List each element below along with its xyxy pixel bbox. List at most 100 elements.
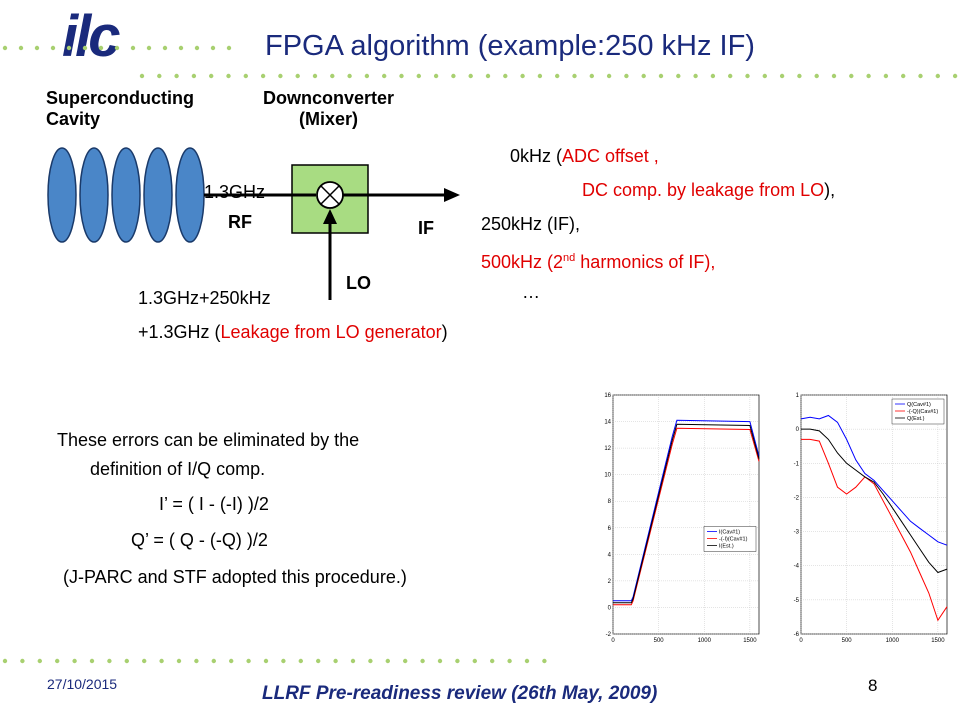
component-line-5: …	[522, 282, 540, 302]
deco-dot	[50, 45, 56, 51]
x-tick-label: 1500	[743, 638, 757, 644]
component-harmonics: harmonics of IF),	[575, 252, 716, 272]
deco-dot	[226, 73, 231, 79]
top-dot-rows	[2, 45, 958, 79]
deco-dot	[210, 45, 216, 51]
series-line	[801, 438, 948, 622]
y-tick-label: 6	[608, 526, 612, 532]
deco-dot	[146, 45, 152, 51]
deco-dot	[124, 658, 129, 664]
legend-entry: I(Cav#1)	[719, 529, 740, 535]
component-line-1: 0kHz (ADC offset ,	[510, 145, 659, 167]
deco-dot	[281, 658, 286, 664]
deco-dot	[211, 658, 216, 664]
deco-dot	[89, 658, 95, 664]
deco-dot	[263, 658, 269, 664]
component-dc-comp: DC comp. by leakage from LO	[582, 180, 825, 200]
deco-dot	[312, 73, 318, 79]
cavity-cell-2	[79, 147, 109, 243]
y-tick-label: -2	[606, 632, 612, 638]
deco-dot	[918, 73, 923, 79]
cavity-cell-3	[111, 147, 141, 243]
deco-dot	[333, 658, 338, 664]
deco-dot	[72, 658, 77, 664]
y-tick-label: 0	[608, 605, 612, 611]
x-tick-label: 500	[654, 638, 665, 644]
deco-dot	[295, 73, 300, 79]
downconverter-diagram	[47, 147, 460, 300]
y-tick-label: 0	[796, 427, 800, 433]
deco-dot	[2, 45, 8, 51]
lo-frequency: 1.3GHz+250kHz	[138, 288, 271, 308]
deco-dot	[762, 73, 767, 79]
deco-dot	[745, 73, 750, 79]
deco-dot	[403, 658, 408, 664]
legend-entry: -(-Q)(Cav#1)	[907, 409, 938, 415]
deco-dot	[107, 658, 112, 664]
component-0khz: 0kHz (	[510, 146, 563, 166]
deco-dot	[66, 45, 72, 51]
deco-dot	[130, 45, 136, 51]
deco-dot	[159, 658, 164, 664]
deco-dot	[37, 658, 42, 664]
deco-dot	[385, 658, 390, 664]
lo-arrowhead	[323, 209, 337, 224]
deco-dot	[935, 73, 940, 79]
legend-entry: I(Est.)	[719, 543, 734, 549]
y-tick-label: 4	[608, 552, 612, 558]
component-adc-offset: ADC offset ,	[562, 146, 659, 166]
deco-dot	[157, 73, 162, 79]
legend-entry: Q(Est.)	[907, 416, 925, 422]
bottom-dot-row	[2, 658, 547, 664]
component-dc-close: ),	[824, 180, 836, 200]
legend-box	[703, 526, 757, 552]
deco-dot	[243, 73, 248, 79]
plot-frame	[800, 394, 948, 635]
series-line	[613, 427, 760, 606]
if-label: IF	[418, 218, 434, 238]
y-tick-label: -3	[794, 530, 800, 536]
deco-dot	[162, 45, 168, 51]
mixer-label-line2: (Mixer)	[299, 109, 359, 129]
deco-dot	[316, 658, 321, 664]
deco-dot	[260, 73, 266, 79]
deco-dot	[82, 45, 88, 51]
deco-dot	[229, 658, 234, 664]
ilc-logo: ilc	[62, 4, 120, 69]
rf-frequency: 1.3GHz	[204, 182, 266, 202]
deco-dot	[178, 45, 184, 51]
deco-dot	[433, 73, 439, 79]
y-tick-label: 14	[604, 420, 611, 426]
deco-dot	[710, 73, 716, 79]
deco-dot	[114, 45, 120, 51]
series-line	[801, 428, 948, 574]
deco-dot	[468, 73, 473, 79]
deco-dot	[142, 658, 147, 664]
plot-frame	[612, 394, 760, 635]
deco-dot	[589, 73, 594, 79]
deco-dot	[658, 73, 664, 79]
cavity-label-line1: Superconducting	[46, 88, 194, 108]
component-500khz: 500kHz (2	[481, 252, 564, 272]
x-tick-label: 1000	[886, 638, 900, 644]
deco-dot	[606, 73, 612, 79]
deco-dot	[641, 73, 646, 79]
lo-leakage-red: Leakage from LO generator	[220, 322, 442, 342]
y-tick-label: 16	[604, 393, 611, 399]
series-line	[613, 419, 760, 602]
lo-label: LO	[346, 273, 371, 293]
deco-dot	[34, 45, 40, 51]
deco-dot	[507, 658, 512, 664]
deco-dot	[572, 73, 577, 79]
y-tick-label: -1	[794, 461, 800, 467]
body-line-2: definition of I/Q comp.	[90, 459, 266, 479]
series-line	[800, 414, 948, 546]
deco-dot	[194, 45, 200, 51]
deco-dot	[209, 73, 214, 79]
deco-dot	[368, 658, 373, 664]
cavity-cell-4	[143, 147, 173, 243]
deco-dot	[555, 73, 560, 79]
footer-date: 27/10/2015	[47, 676, 118, 692]
y-tick-label: -5	[794, 598, 800, 604]
x-tick-label: 1500	[931, 638, 945, 644]
